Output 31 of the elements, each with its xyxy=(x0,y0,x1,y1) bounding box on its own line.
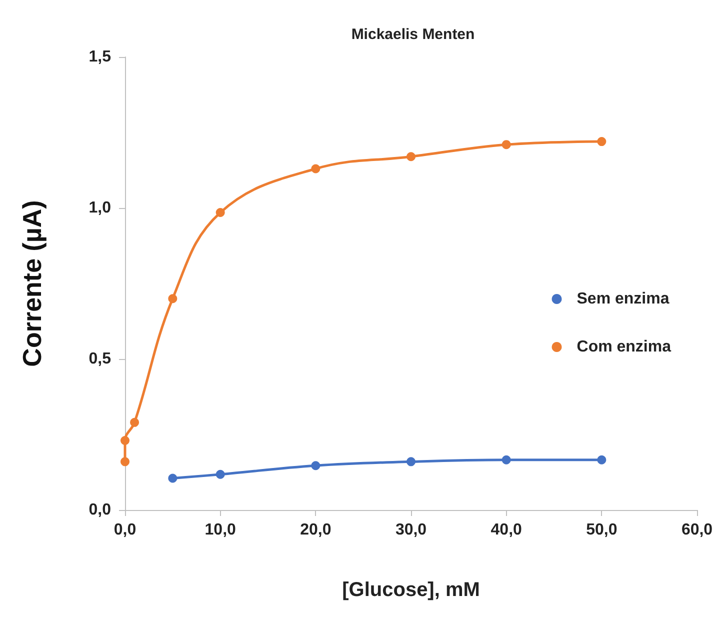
point xyxy=(216,470,225,479)
point xyxy=(597,137,606,146)
x-tick-label: 30,0 xyxy=(395,522,427,538)
point xyxy=(406,152,416,162)
x-tick-label: 20,0 xyxy=(300,522,332,538)
point xyxy=(597,455,606,464)
point xyxy=(406,457,416,466)
y-tick-label: 0,5 xyxy=(88,350,112,368)
legend-label: Com enzima xyxy=(576,338,672,356)
y-axis-title: Corrente (µA) xyxy=(17,200,47,367)
x-tick-label: 0,0 xyxy=(114,522,136,538)
point xyxy=(311,461,320,470)
chart-title: Mickaelis Menten xyxy=(351,26,475,43)
point xyxy=(130,418,140,427)
point xyxy=(502,140,511,150)
x-tick-label: 10,0 xyxy=(204,522,236,538)
point xyxy=(311,164,320,174)
point xyxy=(502,455,511,464)
x-axis-title: [Glucose], mM xyxy=(342,579,480,601)
x-tick-label: 60,0 xyxy=(681,522,713,538)
y-tick-label: 1,5 xyxy=(88,48,112,66)
point xyxy=(168,474,178,483)
point xyxy=(120,457,130,466)
point xyxy=(216,208,225,218)
x-tick-label: 50,0 xyxy=(586,522,618,538)
x-tick-label: 40,0 xyxy=(490,522,522,538)
point xyxy=(120,436,130,446)
y-tick-label: 1,0 xyxy=(88,200,112,216)
point xyxy=(168,294,178,304)
legend-label: Sem enzima xyxy=(576,290,670,308)
y-tick-label: 0,0 xyxy=(88,502,112,518)
